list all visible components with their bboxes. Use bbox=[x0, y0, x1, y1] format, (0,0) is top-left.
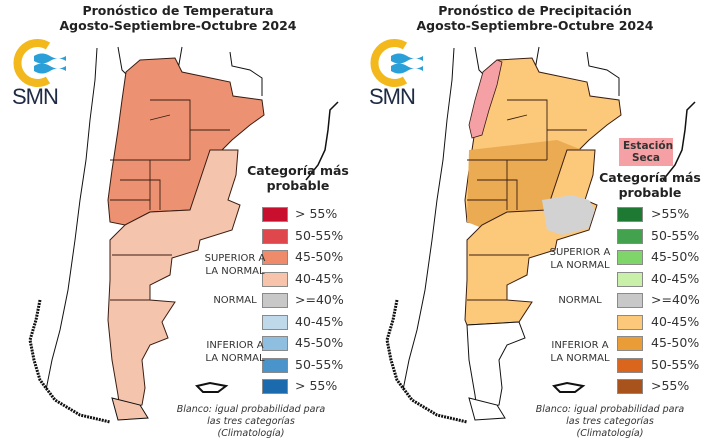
legend-swatch bbox=[262, 207, 288, 222]
legend-label: > 55% bbox=[295, 206, 338, 221]
temperature-title: Pronóstico de Temperatura Agosto-Septiem… bbox=[59, 3, 297, 33]
province-borders bbox=[110, 99, 230, 301]
legend-swatch bbox=[262, 314, 288, 330]
temperature-map bbox=[28, 46, 339, 424]
legend-label: 40-45% bbox=[651, 313, 700, 329]
precipitation-panel: Pronóstico de Precipitación Agosto-Septi… bbox=[357, 0, 713, 439]
legend-swatch bbox=[617, 379, 643, 394]
border-brazil-line bbox=[586, 51, 620, 96]
legend-label: 50-55% bbox=[651, 227, 700, 243]
border-brazil-line bbox=[229, 51, 263, 96]
precipitation-map bbox=[385, 46, 696, 424]
legend-swatch bbox=[617, 271, 643, 287]
legend-swatch bbox=[617, 228, 643, 244]
legend-label: 40-45% bbox=[651, 270, 700, 286]
legend-swatch bbox=[617, 314, 643, 330]
legend-label: 45-50% bbox=[295, 249, 344, 264]
legend-swatch bbox=[262, 250, 288, 265]
legend-swatch bbox=[262, 357, 288, 373]
legend-swatch bbox=[617, 293, 643, 308]
coast-brazil-line bbox=[662, 101, 696, 181]
legend-label: 50-55% bbox=[295, 227, 344, 243]
region-gray bbox=[542, 195, 595, 235]
border-chile-line bbox=[45, 47, 98, 391]
precipitation-legend-title: Categoría más probable bbox=[599, 170, 701, 200]
smn-logo-icon bbox=[13, 39, 66, 87]
smn-logo: SMN bbox=[10, 38, 76, 109]
legend-swatch bbox=[262, 336, 288, 351]
legend-label: >55% bbox=[651, 206, 690, 221]
malvinas-islands bbox=[195, 381, 229, 393]
chile-islands bbox=[385, 299, 468, 424]
smn-logo: SMN bbox=[367, 38, 433, 109]
legend-label: >=40% bbox=[295, 292, 344, 307]
legend-swatch bbox=[617, 250, 643, 265]
legend-label: 50-55% bbox=[651, 356, 700, 372]
smn-logo-text: SMN bbox=[369, 84, 416, 109]
legend-label: 50-55% bbox=[295, 356, 344, 372]
dry-season-badge: Estación Seca bbox=[619, 138, 673, 166]
region-south bbox=[464, 149, 598, 326]
precipitation-inferior-label: INFERIOR A LA NORMAL bbox=[550, 340, 610, 364]
region-tierra-del-fuego bbox=[111, 397, 149, 421]
region-south bbox=[107, 149, 241, 411]
region-tierra-del-fuego bbox=[468, 397, 506, 421]
smn-logo-icon bbox=[370, 39, 423, 87]
legend-label: > 55% bbox=[295, 378, 338, 393]
temperature-note: Blanco: igual probabilidad para las tres… bbox=[176, 404, 326, 439]
precipitation-normal-label: NORMAL bbox=[558, 295, 602, 306]
legend-label: 45-50% bbox=[651, 249, 700, 264]
temperature-normal-label: NORMAL bbox=[213, 295, 257, 306]
legend-swatch bbox=[262, 228, 288, 244]
legend-label: 45-50% bbox=[651, 335, 700, 350]
legend-swatch bbox=[617, 336, 643, 351]
precipitation-title: Pronóstico de Precipitación Agosto-Septi… bbox=[416, 3, 654, 33]
malvinas-islands bbox=[552, 381, 586, 393]
smn-logo-text: SMN bbox=[12, 84, 59, 109]
legend-label: 40-45% bbox=[295, 313, 344, 329]
legend-swatch bbox=[617, 207, 643, 222]
legend-swatch bbox=[262, 379, 288, 394]
legend-swatch bbox=[262, 293, 288, 308]
temperature-inferior-label: INFERIOR A LA NORMAL bbox=[205, 340, 265, 364]
precipitation-superior-label: SUPERIOR A LA NORMAL bbox=[549, 247, 611, 271]
legend-label: >=40% bbox=[651, 292, 700, 307]
region-white-patagonia bbox=[466, 321, 526, 411]
temperature-superior-label: SUPERIOR A LA NORMAL bbox=[204, 253, 266, 277]
legend-label: 40-45% bbox=[295, 270, 344, 286]
legend-swatch bbox=[262, 271, 288, 287]
border-chile-line bbox=[402, 47, 455, 391]
coast-brazil-line bbox=[305, 101, 339, 181]
legend-label: 45-50% bbox=[295, 335, 344, 350]
legend-swatch bbox=[617, 357, 643, 373]
chile-islands bbox=[28, 299, 111, 424]
temperature-panel: Pronóstico de Temperatura Agosto-Septiem… bbox=[0, 0, 356, 439]
region-dry-season bbox=[468, 59, 503, 139]
temperature-legend-title: Categoría más probable bbox=[247, 163, 349, 193]
legend-label: >55% bbox=[651, 378, 690, 393]
precipitation-note: Blanco: igual probabilidad para las tres… bbox=[535, 404, 685, 439]
province-borders bbox=[467, 99, 587, 301]
